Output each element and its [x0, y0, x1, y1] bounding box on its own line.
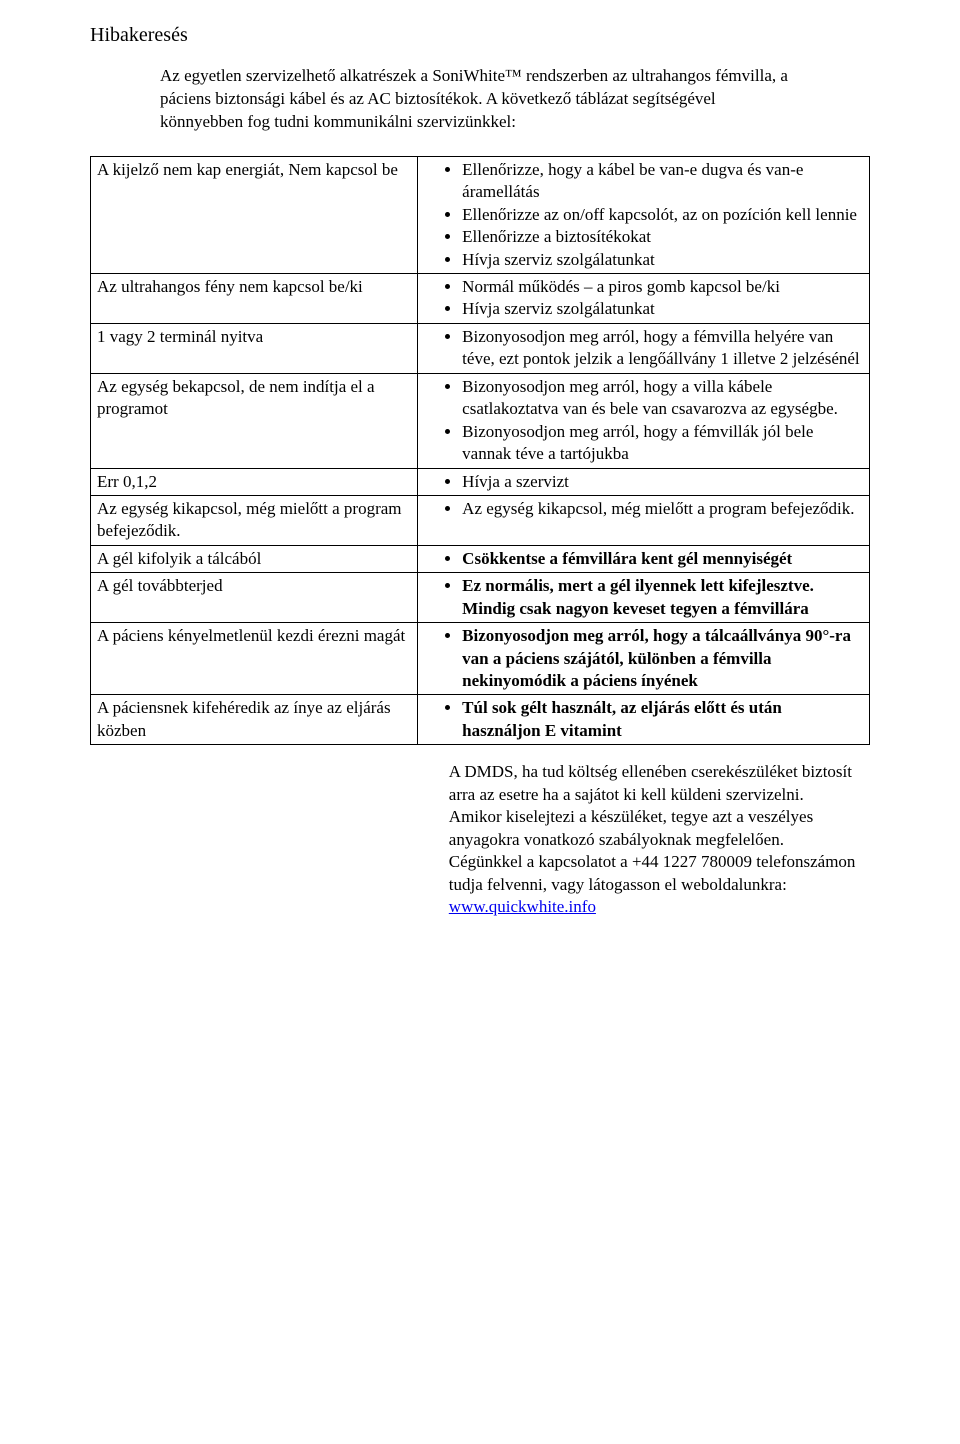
footer-paragraph: Cégünkkel a kapcsolatot a +44 1227 78000…	[449, 851, 870, 918]
problem-cell: Az ultrahangos fény nem kapcsol be/ki	[91, 274, 418, 324]
website-link[interactable]: www.quickwhite.info	[449, 897, 596, 916]
problem-cell: A kijelző nem kap energiát, Nem kapcsol …	[91, 156, 418, 273]
problem-cell: 1 vagy 2 terminál nyitva	[91, 323, 418, 373]
solution-cell: Túl sok gélt használt, az eljárás előtt …	[418, 695, 870, 745]
solution-item: Bizonyosodjon meg arról, hogy a tálcaáll…	[462, 625, 863, 692]
solution-item: Normál működés – a piros gomb kapcsol be…	[462, 276, 863, 298]
solution-cell: Bizonyosodjon meg arról, hogy a tálcaáll…	[418, 623, 870, 695]
solution-item: Hívja a szervizt	[462, 471, 863, 493]
solution-item: Ellenőrizze az on/off kapcsolót, az on p…	[462, 204, 863, 226]
table-row: A kijelző nem kap energiát, Nem kapcsol …	[91, 156, 870, 273]
problem-cell: A páciens kényelmetlenül kezdi érezni ma…	[91, 623, 418, 695]
table-row: Az egység kikapcsol, még mielőtt a progr…	[91, 495, 870, 545]
solution-cell: Ellenőrizze, hogy a kábel be van-e dugva…	[418, 156, 870, 273]
table-row: A páciens kényelmetlenül kezdi érezni ma…	[91, 623, 870, 695]
solution-cell: Ez normális, mert a gél ilyennek lett ki…	[418, 573, 870, 623]
solution-item: Bizonyosodjon meg arról, hogy a villa ká…	[462, 376, 863, 421]
solution-cell: Csökkentse a fémvillára kent gél mennyis…	[418, 545, 870, 572]
problem-cell: Az egység bekapcsol, de nem indítja el a…	[91, 373, 418, 468]
page-title: Hibakeresés	[90, 24, 870, 47]
table-row: Err 0,1,2 Hívja a szervizt	[91, 468, 870, 495]
problem-cell: A gél továbbterjed	[91, 573, 418, 623]
troubleshooting-table: A kijelző nem kap energiát, Nem kapcsol …	[90, 156, 870, 746]
footer-paragraph: A DMDS, ha tud költség ellenében csereké…	[449, 761, 870, 806]
solution-item: Ellenőrizze a biztosítékokat	[462, 226, 863, 248]
solution-item: Hívja szerviz szolgálatunkat	[462, 249, 863, 271]
solution-item: Ez normális, mert a gél ilyennek lett ki…	[462, 575, 863, 620]
table-row: A páciensnek kifehéredik az ínye az eljá…	[91, 695, 870, 745]
solution-item: Bizonyosodjon meg arról, hogy a fémvillá…	[462, 421, 863, 466]
table-row: Az egység bekapcsol, de nem indítja el a…	[91, 373, 870, 468]
problem-cell: A páciensnek kifehéredik az ínye az eljá…	[91, 695, 418, 745]
solution-item: Ellenőrizze, hogy a kábel be van-e dugva…	[462, 159, 863, 204]
solution-item: Túl sok gélt használt, az eljárás előtt …	[462, 697, 863, 742]
problem-cell: Err 0,1,2	[91, 468, 418, 495]
page: Hibakeresés Az egyetlen szervizelhető al…	[0, 0, 960, 978]
intro-block: Az egyetlen szervizelhető alkatrészek a …	[160, 65, 800, 134]
problem-cell: A gél kifolyik a tálcából	[91, 545, 418, 572]
solution-cell: Hívja a szervizt	[418, 468, 870, 495]
solution-item: Az egység kikapcsol, még mielőtt a progr…	[462, 498, 863, 520]
solution-cell: Bizonyosodjon meg arról, hogy a villa ká…	[418, 373, 870, 468]
footer-contact-text: Cégünkkel a kapcsolatot a +44 1227 78000…	[449, 852, 856, 893]
intro-paragraph: Az egyetlen szervizelhető alkatrészek a …	[160, 65, 800, 134]
solution-item: Bizonyosodjon meg arról, hogy a fémvilla…	[462, 326, 863, 371]
table-row: Az ultrahangos fény nem kapcsol be/ki No…	[91, 274, 870, 324]
footer-paragraph: Amikor kiselejtezi a készüléket, tegye a…	[449, 806, 870, 851]
solution-item: Csökkentse a fémvillára kent gél mennyis…	[462, 548, 863, 570]
table-row: 1 vagy 2 terminál nyitva Bizonyosodjon m…	[91, 323, 870, 373]
table-row: A gél kifolyik a tálcából Csökkentse a f…	[91, 545, 870, 572]
solution-cell: Az egység kikapcsol, még mielőtt a progr…	[418, 495, 870, 545]
solution-cell: Normál működés – a piros gomb kapcsol be…	[418, 274, 870, 324]
table-row: A gél továbbterjed Ez normális, mert a g…	[91, 573, 870, 623]
footer-block: A DMDS, ha tud költség ellenében csereké…	[90, 761, 870, 918]
solution-cell: Bizonyosodjon meg arról, hogy a fémvilla…	[418, 323, 870, 373]
problem-cell: Az egység kikapcsol, még mielőtt a progr…	[91, 495, 418, 545]
solution-item: Hívja szerviz szolgálatunkat	[462, 298, 863, 320]
